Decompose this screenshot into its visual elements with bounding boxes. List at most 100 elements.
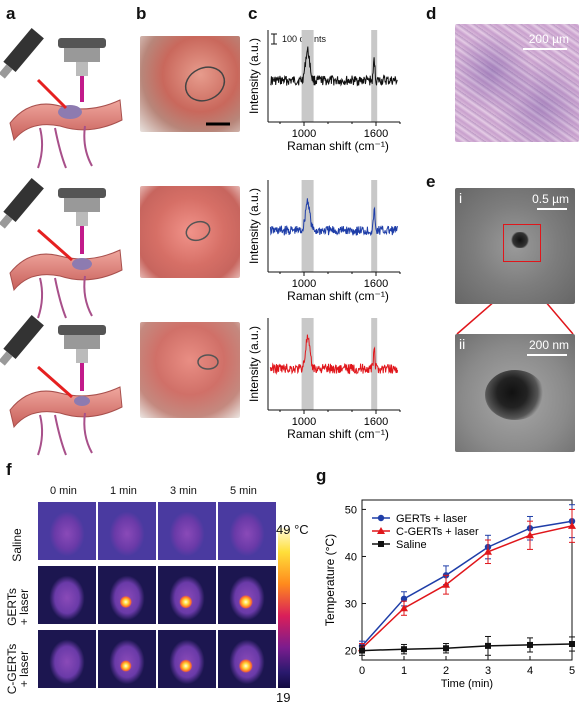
legend-label: GERTs + laser: [396, 513, 467, 525]
legend-entry-2: C-GERTs + laser: [372, 526, 479, 538]
thermal-image-r2-c4: [218, 566, 276, 624]
thermal-image-r2-c1: [38, 566, 96, 624]
thermal-image-r2-c3: [158, 566, 216, 624]
data-point: [568, 521, 576, 529]
surgical-photo-3: [140, 322, 240, 418]
data-point: [526, 531, 534, 539]
thermal-grid: 0 min 1 min 3 min 5 min: [38, 485, 278, 695]
schematic-illustrations: [0, 28, 123, 456]
thermal-body: [218, 630, 276, 688]
thermal-body: [38, 502, 96, 560]
tem-image-i: i 0.5 µm: [455, 188, 575, 304]
raman-tick-label: 1600: [364, 416, 388, 428]
panel-label-c: c: [248, 4, 258, 23]
thermal-image-r3-c3: [158, 630, 216, 688]
raman-band-1600: [371, 318, 378, 410]
tem-scale-bar-i: [537, 208, 567, 210]
surgical-photo-2: [140, 186, 240, 278]
x-tick-label: 1: [401, 665, 407, 677]
raman-ylabel: Intensity (a.u.): [247, 188, 261, 264]
series-line: [361, 520, 573, 647]
raman-ylabel: Intensity (a.u.): [247, 38, 261, 114]
raman-band-1600: [371, 30, 378, 122]
thermal-image-r3-c1: [38, 630, 96, 688]
legend-label: Saline: [396, 539, 427, 551]
raman-trace: [269, 198, 399, 237]
y-tick-label: 40: [345, 551, 357, 563]
thermal-body: [98, 630, 156, 688]
histology-texture: [455, 24, 579, 142]
legend-entry-3: Saline: [372, 539, 427, 551]
data-point: [400, 595, 408, 603]
x-tick-label: 4: [527, 665, 533, 677]
data-point: [377, 527, 385, 534]
thermal-body: [38, 566, 96, 624]
x-tick-label: 5: [569, 665, 575, 677]
data-point: [484, 547, 492, 555]
panel-label-f: f: [6, 460, 12, 479]
data-point: [377, 514, 385, 522]
tem-scale-label-ii: 200 nm: [528, 338, 569, 352]
surgical-photo-1: [140, 36, 240, 132]
legend-label: C-GERTs + laser: [396, 526, 479, 538]
data-point: [400, 604, 408, 612]
raman-spectrum-3: 1000 1600 Intensity (a.u.) Raman shift (cm⁻…: [247, 318, 401, 441]
data-point: [442, 580, 450, 588]
schematic-row-1: [0, 28, 123, 169]
raman-tick-label: 1000: [292, 128, 316, 140]
raman-xlabel: Raman shift (cm⁻¹): [287, 427, 389, 441]
chart-ylabel: Temperature (°C): [323, 534, 337, 626]
tem-scale-label-i: 0.5 µm: [532, 192, 569, 206]
tem-zoom-lines: [456, 304, 574, 335]
row-label-cgerts: C-GERTs + laser: [5, 643, 31, 695]
series-3: [359, 635, 575, 656]
raman-trace: [270, 46, 398, 87]
tem-label-ii: ii: [459, 336, 466, 352]
data-point: [359, 647, 365, 654]
raman-ylabel: Intensity (a.u.): [247, 326, 261, 402]
data-point: [527, 641, 533, 648]
raman-tick-label: 1600: [364, 128, 388, 140]
panel-label-b: b: [136, 4, 147, 23]
raman-xlabel: Raman shift (cm⁻¹): [287, 289, 389, 303]
tem-particle-cluster: [511, 232, 529, 248]
chart-frame: [361, 499, 573, 661]
legend-entry-1: GERTs + laser: [372, 513, 467, 525]
x-tick-label: 0: [359, 665, 365, 677]
raman-tick-label: 1000: [292, 278, 316, 290]
panel-label-e: e: [426, 172, 436, 191]
histology-scale-bar: [523, 48, 567, 50]
thermal-body: [218, 502, 276, 560]
raman-xlabel: Raman shift (cm⁻¹): [287, 139, 389, 153]
panel-label-g: g: [316, 466, 327, 485]
y-tick-label: 20: [345, 646, 357, 658]
thermal-body: [98, 502, 156, 560]
series-line: [361, 643, 573, 652]
time-label-2: 3 min: [170, 485, 197, 497]
raman-band-1600: [371, 180, 378, 272]
tem-particle-detail: [485, 370, 545, 420]
x-tick-label: 2: [443, 665, 449, 677]
raman-trace: [269, 334, 399, 375]
thermal-body: [158, 502, 216, 560]
thermal-image-r1-c1: [38, 502, 96, 560]
chart-xlabel: Time (min): [441, 678, 493, 690]
time-label-0: 0 min: [50, 485, 77, 497]
thermal-body: [38, 630, 96, 688]
thermal-image-r1-c4: [218, 502, 276, 560]
series-line: [361, 525, 573, 649]
tem-label-i: i: [459, 190, 463, 206]
raman-band-1000: [301, 318, 314, 410]
thermal-body: [158, 630, 216, 688]
raman-spectrum-1: 1000 1600 Intensity (a.u.) Raman shift (cm⁻…: [247, 30, 401, 153]
raman-band-1000: [301, 180, 314, 272]
data-point: [401, 646, 407, 653]
row-label-gerts: GERTs + laser: [5, 588, 31, 626]
temperature-chart: 0 1 2 3 4 5 20 30 40 50 Time (min) Temperature (°C)…: [323, 499, 576, 690]
schematic-row-3: [0, 315, 123, 456]
color-bar-min: 19: [276, 690, 291, 705]
thermal-image-r1-c2: [98, 502, 156, 560]
raman-tick-label: 1600: [364, 278, 388, 290]
time-label-3: 5 min: [230, 485, 257, 497]
